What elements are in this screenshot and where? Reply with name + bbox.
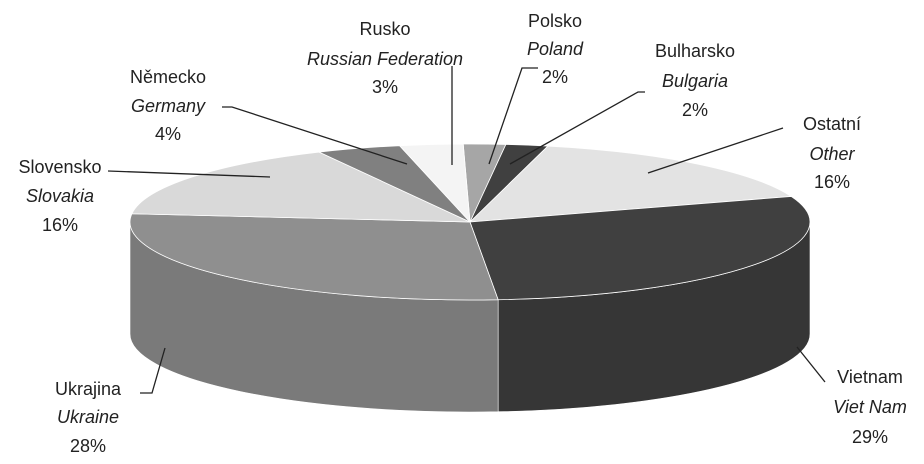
slice-label-en: Viet Nam [833, 397, 907, 417]
value-label: 3% [372, 77, 398, 97]
slice-label: Ukrajina [55, 379, 122, 399]
slice-label-en: Poland [527, 39, 584, 59]
value-label: 2% [682, 100, 708, 120]
slice-label: Německo [130, 67, 206, 87]
slice-label: Vietnam [837, 367, 903, 387]
leader-line [140, 347, 166, 394]
value-label: 2% [542, 67, 568, 87]
slice-label: Bulharsko [655, 41, 735, 61]
value-label: 28% [70, 436, 106, 456]
value-label: 16% [42, 215, 78, 235]
slice-label: Rusko [359, 19, 410, 39]
leader-line [647, 127, 784, 174]
value-label: 29% [852, 427, 888, 447]
pie-tops [129, 143, 811, 301]
slice-label-en: Russian Federation [307, 49, 463, 69]
slice-label-en: Other [809, 144, 855, 164]
slice [468, 145, 793, 223]
slice-label: Slovensko [18, 157, 101, 177]
slice-label-en: Slovakia [26, 186, 94, 206]
leader-line [222, 106, 408, 165]
leader-line [509, 91, 645, 165]
slice-label-en: Ukraine [57, 407, 119, 427]
slice-label: Polsko [528, 11, 582, 31]
leader-line [796, 346, 826, 383]
labels: Polsko Poland 2% Bulharsko Bulgaria 2% Ostatní… [18, 11, 906, 456]
value-label: 16% [814, 172, 850, 192]
leader-line [488, 67, 538, 165]
slice [131, 151, 471, 223]
leader-line [107, 170, 271, 178]
value-label: 4% [155, 124, 181, 144]
slice [469, 196, 811, 301]
slice-label: Ostatní [803, 114, 861, 134]
slice-label-en: Germany [131, 96, 206, 116]
slice-label-en: Bulgaria [662, 71, 728, 91]
slice [129, 213, 499, 301]
